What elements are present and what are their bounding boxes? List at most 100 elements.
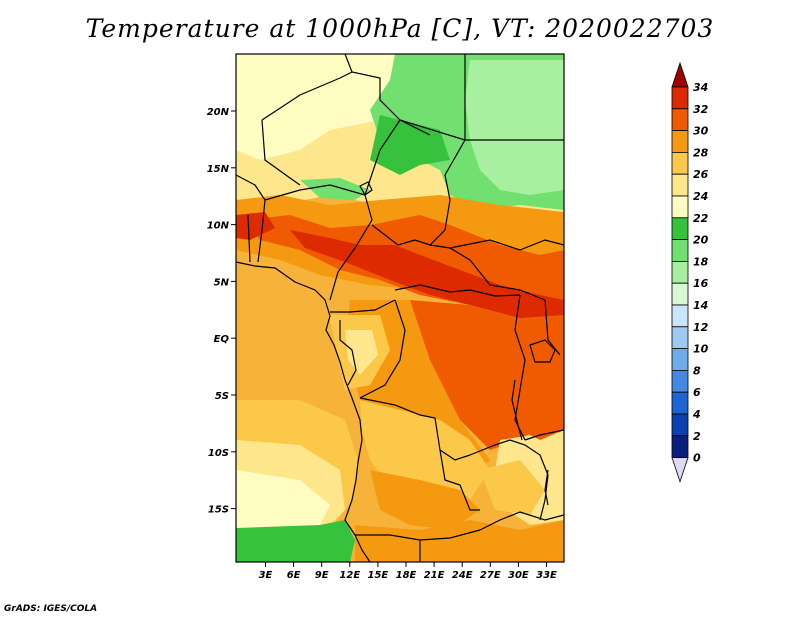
colorbar-segment [671, 326, 689, 349]
lon-tick-label: 12E [339, 570, 360, 581]
field-green-niger [300, 178, 370, 200]
field-southeast-26 [480, 460, 545, 515]
field-band-32-west [236, 212, 275, 240]
colorbar-label: 10 [693, 343, 709, 356]
lon-tick-label: 24E [452, 570, 473, 581]
border-west-africa [236, 174, 266, 263]
colorbar-segment [671, 239, 689, 262]
border-car-drc [394, 284, 521, 297]
lat-tick-label: 20N [207, 107, 230, 118]
colorbar-label: 32 [693, 103, 709, 116]
lake-chad [359, 181, 373, 196]
lake-victoria [529, 339, 556, 363]
field-lightgreen-northeast [465, 60, 564, 195]
border-algeria-libya [344, 54, 431, 136]
colorbar-label: 22 [693, 212, 709, 225]
lat-tick-label: 15S [208, 505, 229, 516]
border-malawi [539, 474, 549, 521]
colorbar-label: 26 [693, 168, 709, 181]
colorbar-label: 18 [693, 255, 709, 268]
field-angola-28 [370, 470, 480, 530]
border-nigeria-cameroon [329, 194, 373, 301]
field-ocean-green [236, 520, 355, 562]
border-gabon [339, 320, 357, 386]
border-niger-nigeria [264, 184, 366, 201]
colorbar-segment [671, 391, 689, 415]
border-zambia-zimbabwe [479, 511, 564, 531]
field-north-pale [236, 54, 420, 160]
colorbar-label: 2 [693, 430, 701, 443]
grads-credit: GrADS: IGES/COLA [4, 604, 98, 614]
colorbar-label: 28 [693, 146, 709, 159]
colorbar-label: 12 [693, 321, 709, 334]
border-tanzania [524, 429, 564, 441]
colorbar-segment [671, 217, 689, 241]
colorbar-segment [671, 151, 689, 175]
border-chad-sudan [429, 139, 466, 246]
colorbar-segment [671, 304, 689, 328]
colorbar-segment [671, 260, 689, 284]
colorbar-segment [671, 369, 689, 393]
lon-tick-label: 6E [287, 570, 301, 581]
colorbar-label: 30 [693, 125, 709, 138]
colorbar-segment [671, 195, 689, 219]
colorbar-segment [671, 173, 689, 197]
lat-tick-label: 15N [207, 164, 230, 175]
border-uganda-kenya [544, 299, 561, 356]
lon-tick-label: 9E [315, 570, 329, 581]
field-south-28 [355, 520, 564, 562]
chart-title: Temperature at 1000hPa [C], VT: 20200227… [85, 14, 715, 43]
longitude-axis: 3E 6E 9E 12E 15E 18E 21E 24E 27E 30E 33E [259, 562, 557, 581]
colorbar-segment [671, 435, 689, 458]
field-ocean-22 [236, 470, 330, 530]
colorbar-label: 14 [693, 299, 708, 312]
field-gabon-24 [345, 330, 378, 375]
border-drc-east [514, 294, 526, 441]
boundaries [236, 54, 564, 562]
lat-tick-label: 5N [214, 277, 230, 288]
border-zambia-east [469, 439, 549, 476]
colorbar-label: 8 [693, 364, 701, 377]
border-niger-north [261, 71, 353, 121]
temperature-field [236, 54, 564, 562]
colorbar-segment [671, 413, 689, 437]
lat-tick-label: 10S [208, 448, 229, 459]
colorbar-label: 34 [693, 81, 708, 94]
border-niger-chad [364, 119, 401, 196]
border-sudan-southsudan [449, 239, 564, 251]
border-cameroon-congo [330, 299, 396, 313]
border-southsudan-south [469, 259, 546, 301]
lon-tick-label: 21E [424, 570, 445, 581]
lon-tick-label: 18E [396, 570, 417, 581]
latitude-axis: 20N 15N 10N 5N EQ 5S 10S 15S [207, 107, 236, 516]
colorbar-segment [671, 108, 689, 132]
lon-tick-label: 27E [480, 570, 501, 581]
colorbar-tip-bottom [671, 457, 689, 483]
colorbar-segment [671, 86, 689, 110]
lon-tick-label: 3E [259, 570, 273, 581]
field-green-chad [370, 115, 450, 175]
border-mali-niger [261, 119, 301, 186]
colorbar-label: 6 [693, 386, 701, 399]
border-cameroon-car [371, 224, 471, 261]
colorbar-segment [671, 348, 689, 371]
border-drc-angola [359, 397, 471, 461]
colorbar-label: 0 [693, 452, 701, 465]
lake-tanganyika [511, 379, 523, 441]
lake-malawi [544, 469, 549, 506]
border-angola-zambia [439, 449, 480, 511]
colorbar-segment [671, 282, 689, 306]
colorbar-label: 24 [693, 190, 708, 203]
colorbar-label: 16 [693, 277, 709, 290]
lat-tick-label: EQ [214, 334, 230, 345]
map-frame [235, 53, 565, 563]
coastline [236, 261, 371, 562]
border-libya-chad [399, 119, 466, 141]
border-congo-drc [359, 299, 406, 399]
colorbar-segment [671, 130, 689, 153]
border-benin-togo [247, 214, 251, 263]
lon-tick-label: 30E [508, 570, 529, 581]
lat-tick-label: 10N [207, 221, 230, 232]
